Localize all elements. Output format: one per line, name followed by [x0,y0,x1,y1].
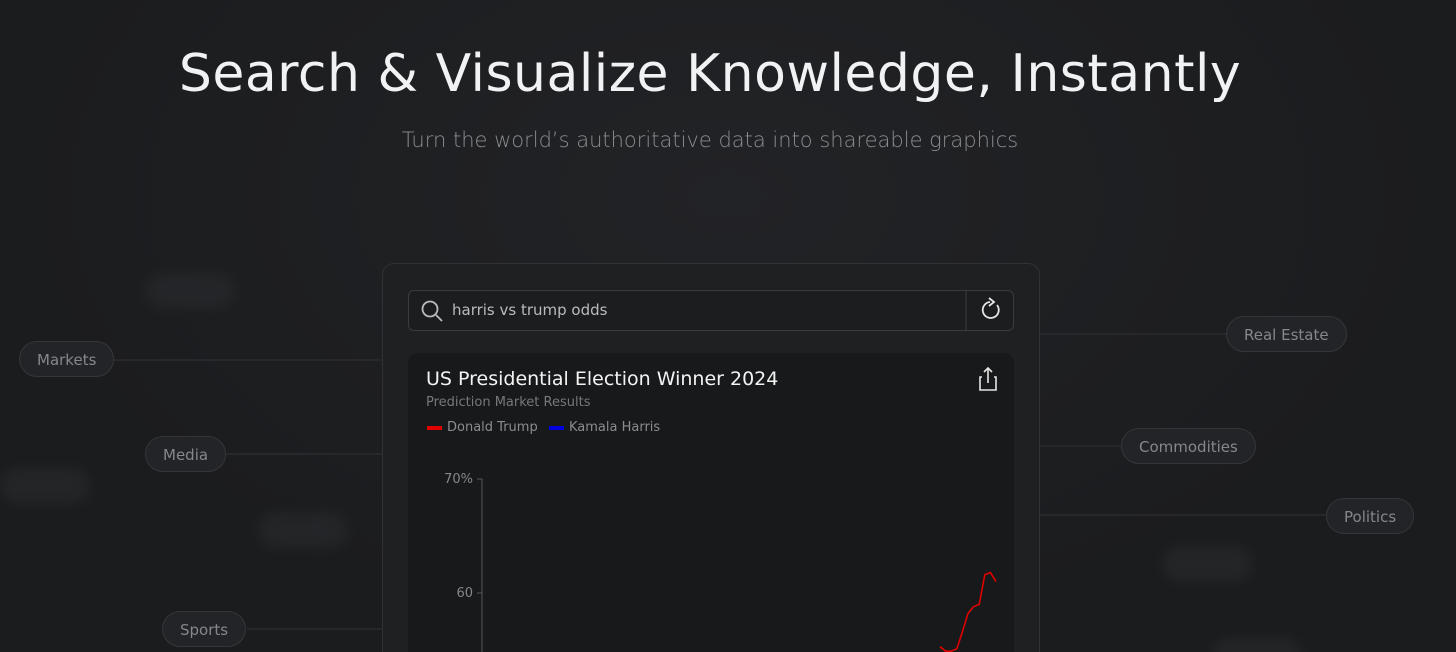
hero-subtitle: Turn the world’s authoritative data into… [401,128,1019,152]
chart-title: US Presidential Election Winner 2024 [426,368,779,390]
line [939,571,997,652]
chart-card [408,353,1014,652]
legend-entry: Donald Trump [427,420,538,435]
hero-title: Search & Visualize Knowledge, Instantly [178,44,1242,104]
search-query: harris vs trump odds [452,301,608,319]
tag[interactable]: Real Estate [1226,316,1347,352]
y-tick-label: 60 [456,586,473,601]
search-box[interactable] [408,290,1014,331]
legend-swatch [427,425,442,430]
legend-label: Donald Trump [447,420,538,435]
legend-label: Kamala Harris [569,420,661,435]
tag[interactable]: Politics [1326,498,1415,534]
tag[interactable]: Markets [19,341,115,377]
legend-entry: Kamala Harris [549,420,660,435]
chart-subtitle: Prediction Market Results [426,395,591,410]
y-tick-label: 70% [444,472,473,487]
tag[interactable]: Media [145,436,227,472]
legend-swatch [549,425,564,430]
tag[interactable]: Commodities [1121,428,1256,464]
share-button[interactable] [979,366,997,391]
tag[interactable]: Sports [162,611,247,647]
